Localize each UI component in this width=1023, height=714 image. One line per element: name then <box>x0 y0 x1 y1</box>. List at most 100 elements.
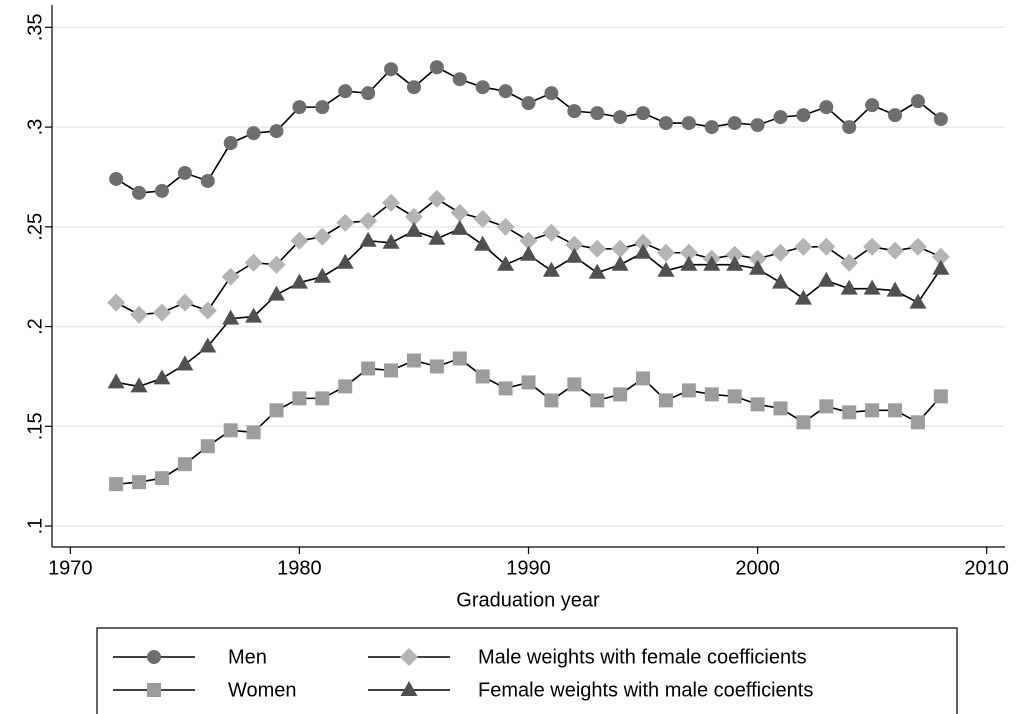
marker <box>475 80 490 95</box>
marker <box>590 393 605 408</box>
marker <box>931 247 950 266</box>
marker <box>405 221 423 237</box>
marker <box>704 387 719 402</box>
marker <box>520 245 537 261</box>
legend-label: Male weights with female coefficients <box>478 646 807 668</box>
marker <box>336 213 355 232</box>
marker <box>865 98 880 113</box>
marker <box>176 355 194 371</box>
marker <box>909 293 927 309</box>
marker <box>199 337 217 353</box>
marker <box>152 303 171 322</box>
marker <box>794 237 813 256</box>
marker <box>611 255 629 271</box>
marker <box>613 110 628 125</box>
legend-marker <box>147 683 161 697</box>
marker <box>269 124 284 139</box>
marker <box>588 239 607 258</box>
marker <box>932 259 950 275</box>
legend-box <box>96 627 958 714</box>
marker <box>679 243 698 262</box>
legend-marker <box>400 648 418 666</box>
marker <box>519 231 538 250</box>
marker <box>794 289 812 305</box>
x-tick-label: 2000 <box>735 557 780 579</box>
marker <box>888 403 903 418</box>
marker <box>773 110 788 125</box>
marker <box>725 245 744 264</box>
marker <box>863 279 881 295</box>
marker <box>842 120 857 135</box>
marker <box>750 118 765 133</box>
marker <box>726 255 744 271</box>
marker <box>565 247 583 263</box>
marker <box>107 373 125 389</box>
marker <box>748 249 767 268</box>
marker <box>910 94 925 109</box>
marker <box>384 62 399 77</box>
marker <box>704 120 719 135</box>
marker <box>450 203 469 222</box>
marker <box>544 393 559 408</box>
marker <box>817 237 836 256</box>
marker <box>384 363 399 378</box>
marker <box>613 387 628 402</box>
marker <box>154 471 169 486</box>
marker <box>313 227 332 246</box>
y-tick-label: .15 <box>24 412 46 440</box>
x-tick-label: 2010 <box>964 557 1009 579</box>
marker <box>200 439 215 454</box>
marker <box>336 253 354 269</box>
marker <box>796 108 811 123</box>
marker <box>565 235 584 254</box>
marker <box>817 271 835 287</box>
marker <box>338 84 353 99</box>
marker <box>819 100 834 115</box>
marker <box>567 104 582 119</box>
marker <box>359 231 377 247</box>
series-line <box>115 66 942 194</box>
marker <box>567 377 582 392</box>
marker <box>290 273 308 289</box>
marker <box>132 185 147 200</box>
marker <box>361 86 376 101</box>
marker <box>223 136 238 151</box>
marker <box>244 253 263 272</box>
marker <box>521 375 536 390</box>
marker <box>658 116 673 131</box>
marker <box>749 259 767 275</box>
marker <box>750 397 765 412</box>
marker <box>886 241 905 260</box>
marker <box>222 309 240 325</box>
marker <box>177 457 192 472</box>
marker <box>406 353 421 368</box>
marker <box>727 116 742 131</box>
marker <box>863 237 882 256</box>
marker <box>361 361 376 376</box>
marker <box>474 235 492 251</box>
y-tick-label: .2 <box>24 318 46 335</box>
y-tick-label: .25 <box>24 213 46 241</box>
marker <box>840 279 858 295</box>
legend-marker <box>400 681 418 696</box>
marker <box>109 477 124 492</box>
legend-label: Women <box>228 679 297 701</box>
y-tick-label: .1 <box>24 518 46 535</box>
marker <box>109 171 124 186</box>
x-tick-label: 1980 <box>277 557 322 579</box>
marker <box>910 415 925 430</box>
x-tick-label: 1970 <box>48 557 93 579</box>
marker <box>634 243 652 259</box>
marker <box>177 165 192 180</box>
marker <box>290 231 309 250</box>
marker <box>429 60 444 75</box>
marker <box>269 403 284 418</box>
marker <box>656 243 675 262</box>
marker <box>198 301 217 320</box>
marker <box>542 223 561 242</box>
marker <box>888 108 903 123</box>
legend-label: Female weights with male coefficients <box>478 679 813 701</box>
marker <box>428 229 446 245</box>
